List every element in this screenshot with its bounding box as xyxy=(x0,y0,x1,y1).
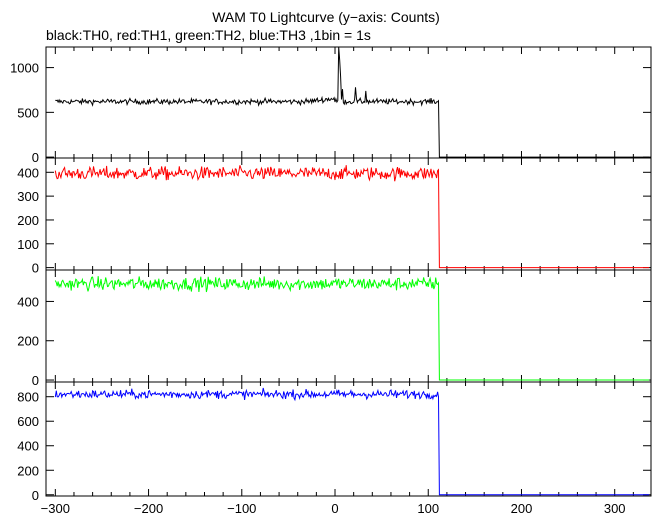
x-tick-label: 300 xyxy=(604,501,626,515)
series-th0-line xyxy=(55,46,650,158)
y-tick-label: 400 xyxy=(17,294,39,309)
y-tick-label: 200 xyxy=(17,334,39,349)
y-tick-label: 800 xyxy=(17,390,39,405)
y-tick-label: 600 xyxy=(17,414,39,429)
x-tick-label: 0 xyxy=(331,501,338,515)
x-tick-label: 200 xyxy=(511,501,533,515)
y-tick-label: 0 xyxy=(32,150,39,165)
y-tick-label: 400 xyxy=(17,165,39,180)
panel-frame-th1 xyxy=(45,157,652,271)
y-tick-label: 500 xyxy=(17,105,39,120)
y-tick-label: 200 xyxy=(17,213,39,228)
y-tick-label: 0 xyxy=(32,261,39,276)
chart-title: WAM T0 Lightcurve (y−axis: Counts) xyxy=(212,9,440,25)
x-tick-label: −100 xyxy=(227,501,256,515)
y-tick-label: 200 xyxy=(17,463,39,478)
chart-subtitle: black:TH0, red:TH1, green:TH2, blue:TH3 … xyxy=(46,27,371,43)
series-th2-line xyxy=(54,276,650,381)
series-th1-line xyxy=(54,165,650,269)
y-tick-label: 300 xyxy=(17,189,39,204)
series-th3-line xyxy=(54,387,650,496)
x-tick-label: −200 xyxy=(134,501,163,515)
x-tick-label: −300 xyxy=(41,501,70,515)
y-tick-label: 0 xyxy=(32,373,39,388)
panel-frame-th3 xyxy=(45,381,652,497)
y-tick-label: 400 xyxy=(17,439,39,454)
y-tick-label: 100 xyxy=(17,237,39,252)
y-tick-label: 0 xyxy=(32,488,39,503)
panel-frame-th2 xyxy=(45,269,652,383)
y-tick-label: 1000 xyxy=(10,61,39,76)
x-tick-label: 100 xyxy=(417,501,439,515)
